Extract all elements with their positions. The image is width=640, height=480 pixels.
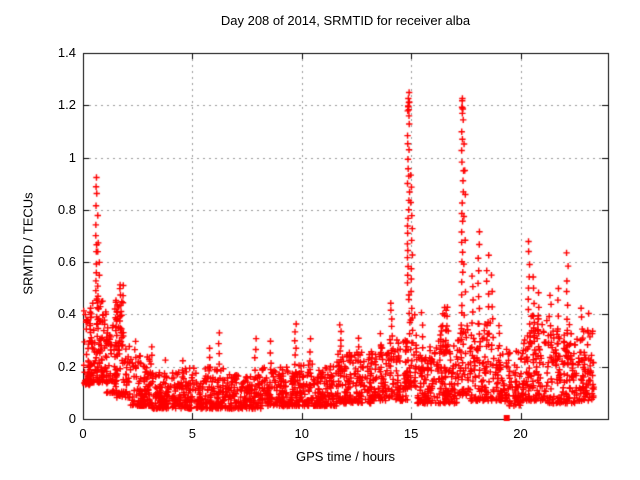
y-tick-label: 1	[68, 149, 76, 165]
y-tick-label: 0.6	[57, 254, 76, 270]
y-tick-label: 0.2	[57, 358, 76, 374]
x-tick-label: 10	[294, 426, 309, 441]
y-tick-label: 0.8	[57, 201, 76, 217]
x-tick-label: 15	[403, 426, 419, 441]
y-tick-label: 1.4	[57, 45, 76, 60]
x-tick-label: 0	[79, 426, 87, 441]
y-axis-title: SRMTID / TECUs	[20, 192, 36, 295]
y-tick-label: 0	[68, 411, 76, 426]
x-tick-label: 5	[188, 426, 196, 441]
x-axis-title: GPS time / hours	[296, 449, 395, 464]
chart-title: Day 208 of 2014, SRMTID for receiver alb…	[220, 13, 471, 28]
y-tick-label: 1.2	[57, 97, 76, 113]
y-tick-label: 0.4	[57, 306, 76, 322]
x-tick-label: 20	[513, 426, 528, 441]
